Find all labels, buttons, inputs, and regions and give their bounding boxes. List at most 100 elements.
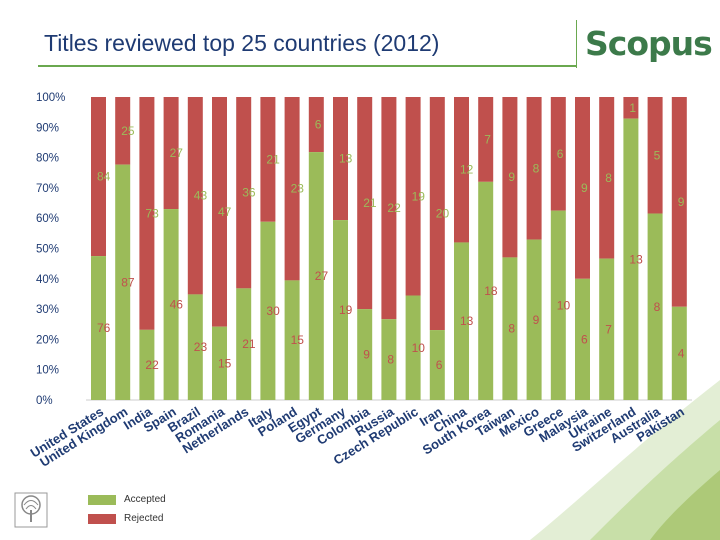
data-label-accepted: 21 — [242, 337, 256, 351]
bar-rejected — [91, 97, 106, 257]
bar-rejected — [526, 97, 542, 240]
y-tick-label: 40% — [36, 274, 59, 286]
bar-rejected — [550, 97, 566, 211]
data-label-accepted: 9 — [533, 313, 540, 327]
data-label-rejected: 84 — [97, 170, 111, 184]
bar-accepted — [454, 242, 469, 400]
legend-label-rejected: Rejected — [124, 513, 164, 524]
data-label-rejected: 25 — [121, 124, 135, 138]
bar-accepted — [550, 210, 566, 400]
data-label-accepted: 15 — [218, 356, 232, 370]
bar-rejected — [647, 97, 663, 214]
data-label-accepted: 18 — [484, 284, 498, 298]
bar-rejected — [623, 97, 639, 119]
data-label-rejected: 43 — [194, 189, 208, 203]
y-tick-label: 10% — [36, 365, 59, 377]
y-tick-label: 70% — [36, 183, 59, 195]
data-label-rejected: 5 — [654, 148, 661, 162]
bar-rejected — [599, 97, 615, 259]
data-label-accepted: 15 — [291, 333, 305, 347]
y-tick-label: 60% — [36, 213, 59, 225]
data-label-rejected: 23 — [291, 182, 305, 196]
decorative-swoosh-graphic — [530, 380, 720, 540]
bar-accepted — [236, 288, 252, 400]
bar-rejected — [212, 97, 227, 327]
bar-rejected — [187, 97, 203, 295]
bar-accepted — [187, 294, 203, 400]
data-label-rejected: 13 — [339, 152, 353, 166]
bar-accepted — [308, 152, 324, 400]
data-label-accepted: 9 — [363, 348, 370, 362]
data-label-accepted: 4 — [678, 346, 685, 360]
data-label-accepted: 27 — [315, 269, 329, 283]
bar-rejected — [284, 97, 300, 281]
chart-legend: Accepted Rejected — [88, 490, 166, 528]
y-tick-label: 0% — [36, 395, 53, 407]
data-label-rejected: 1 — [629, 101, 636, 115]
data-label-rejected: 9 — [508, 170, 515, 184]
data-label-rejected: 8 — [605, 171, 612, 185]
y-tick-label: 90% — [36, 122, 59, 134]
scopus-logo: Scopus — [585, 24, 713, 63]
data-label-rejected: 9 — [581, 181, 588, 195]
bar-accepted — [599, 258, 615, 400]
data-label-rejected: 36 — [242, 186, 256, 200]
bar-rejected — [671, 97, 687, 307]
title-underline — [38, 65, 576, 67]
publisher-tree-icon — [14, 492, 48, 528]
data-label-accepted: 7 — [605, 322, 612, 336]
bar-accepted — [163, 209, 179, 400]
data-label-accepted: 23 — [194, 340, 208, 354]
legend-label-accepted: Accepted — [124, 494, 166, 505]
bar-accepted — [115, 164, 131, 400]
data-label-accepted: 19 — [339, 303, 353, 317]
bar-rejected — [429, 97, 445, 331]
data-label-rejected: 20 — [436, 207, 450, 221]
data-label-rejected: 73 — [145, 206, 159, 220]
y-tick-label: 50% — [36, 244, 59, 256]
data-label-accepted: 30 — [266, 304, 280, 318]
bar-accepted — [575, 278, 590, 400]
legend-swatch-accepted — [88, 494, 116, 505]
bar-accepted — [478, 181, 494, 400]
bar-accepted — [405, 295, 421, 400]
data-label-accepted: 87 — [121, 275, 135, 289]
legend-swatch-rejected — [88, 513, 116, 524]
data-label-rejected: 8 — [533, 161, 540, 175]
data-label-accepted: 10 — [557, 298, 571, 312]
y-tick-label: 30% — [36, 304, 59, 316]
bar-rejected — [575, 97, 590, 279]
data-label-rejected: 19 — [412, 189, 426, 203]
bar-accepted — [139, 329, 155, 400]
bar-rejected — [308, 97, 324, 153]
data-label-rejected: 21 — [363, 196, 377, 210]
data-label-accepted: 13 — [460, 314, 474, 328]
data-label-accepted: 22 — [145, 358, 159, 372]
bar-accepted — [260, 221, 276, 400]
bar-accepted — [647, 213, 663, 400]
bar-accepted — [429, 330, 445, 400]
data-label-rejected: 7 — [484, 132, 491, 146]
data-label-accepted: 13 — [629, 252, 643, 266]
data-label-rejected: 6 — [315, 118, 322, 132]
bar-rejected — [478, 97, 494, 182]
bar-accepted — [623, 118, 639, 401]
bar-accepted — [284, 280, 300, 400]
data-label-rejected: 22 — [387, 201, 401, 215]
data-label-rejected: 12 — [460, 163, 474, 177]
bar-rejected — [333, 97, 348, 221]
data-label-rejected: 47 — [218, 205, 232, 219]
data-label-rejected: 21 — [266, 152, 280, 166]
data-label-accepted: 46 — [170, 298, 184, 312]
data-label-accepted: 10 — [412, 341, 426, 355]
bar-rejected — [236, 97, 252, 289]
bar-rejected — [260, 97, 276, 222]
bar-rejected — [357, 97, 373, 310]
bar-accepted — [333, 220, 348, 400]
bar-rejected — [139, 97, 155, 330]
bar-accepted — [381, 319, 397, 400]
bar-accepted — [212, 326, 227, 400]
bar-rejected — [115, 97, 131, 165]
data-label-rejected: 6 — [557, 147, 564, 161]
